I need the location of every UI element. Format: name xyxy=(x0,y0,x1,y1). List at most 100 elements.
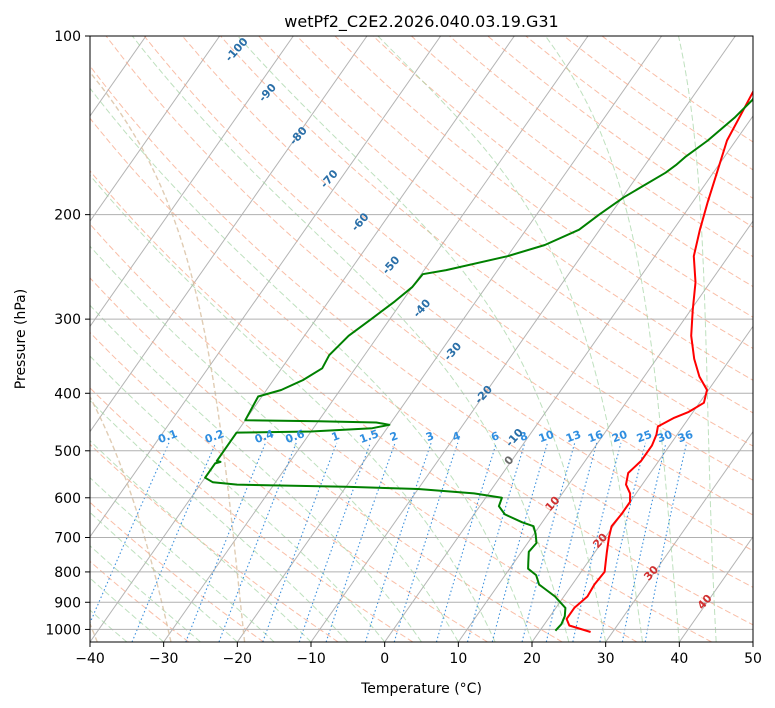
moist-adiabat-line xyxy=(90,511,238,642)
auxiliary-curve-line xyxy=(90,71,246,642)
isotherm-label: -80 xyxy=(287,124,310,148)
dry-adiabat-line xyxy=(486,36,753,228)
mixing-ratio-label: 25 xyxy=(635,428,654,445)
isotherm-line xyxy=(90,36,442,538)
mixing-ratio-label: 30 xyxy=(655,428,674,446)
mixing-ratio-line xyxy=(435,442,497,642)
moist-adiabat-line xyxy=(90,577,165,642)
moist-adiabat-line xyxy=(90,399,349,642)
y-axis-label: Pressure (hPa) xyxy=(13,289,29,389)
moist-adiabat-line xyxy=(90,245,459,642)
isotherm-line xyxy=(457,220,753,642)
moist-adiabat-line xyxy=(90,304,422,642)
y-tick-label: 600 xyxy=(54,491,81,507)
dry-adiabat-line xyxy=(410,36,753,288)
moist-adiabat-line xyxy=(237,36,607,642)
mixing-ratio-line xyxy=(466,442,526,642)
y-tick-label: 100 xyxy=(54,29,81,45)
x-tick-label: −10 xyxy=(296,651,326,667)
y-tick-label: 200 xyxy=(54,208,81,224)
mixing-ratio-line xyxy=(218,442,297,642)
mixing-ratio-label: 20 xyxy=(610,428,629,446)
mixing-ratio-line xyxy=(393,442,459,642)
chart-title: wetPf2_C2E2.2026.040.03.19.G31 xyxy=(284,12,558,32)
isotherm-line xyxy=(0,36,72,642)
mixing-ratio-line xyxy=(325,442,396,642)
y-tick-label: 300 xyxy=(54,312,81,328)
dry-adiabat-line xyxy=(334,36,753,350)
mixing-ratio-line xyxy=(599,442,647,642)
profile-lines xyxy=(204,89,753,633)
moist-adiabat-line xyxy=(678,36,717,642)
isotherm-label: 0 xyxy=(502,453,517,468)
mixing-ratio-label: 0.6 xyxy=(284,427,307,446)
isotherm-line xyxy=(531,325,753,642)
isotherm-line xyxy=(90,36,221,223)
y-tick-label: 500 xyxy=(54,444,81,460)
dry-adiabat-line xyxy=(90,387,414,642)
x-axis-label: Temperature (°C) xyxy=(360,681,482,697)
dry-adiabat-line xyxy=(372,36,753,318)
inline-labels: 0.1 0.2 0.4 0.6 1 1.5 2 3 4 6 8 10 13 16 20 25 30 36 -100 -… xyxy=(156,35,715,612)
dry-adiabat-line xyxy=(90,223,638,642)
mixing-ratio-label: 0.1 xyxy=(156,427,179,446)
isotherm-line xyxy=(752,641,753,642)
dry-adiabat-line xyxy=(525,36,753,199)
isotherm-line xyxy=(90,36,368,433)
moist-adiabat-line xyxy=(90,477,275,642)
dry-adiabat-line xyxy=(296,36,753,381)
mixing-ratio-label: 3 xyxy=(424,429,436,444)
mixing-ratio-line xyxy=(90,442,170,625)
isotherm-line xyxy=(90,36,515,642)
dry-adiabat-line xyxy=(143,36,753,516)
x-tick-label: 20 xyxy=(523,651,541,667)
isotherm-line xyxy=(605,430,753,642)
mixing-ratio-label: 4 xyxy=(451,429,463,444)
x-axis: −40 −30 −20 −10 0 10 20 30 40 50 xyxy=(75,642,762,667)
mixing-ratio-line xyxy=(521,442,576,642)
dry-adiabat-line xyxy=(448,36,753,258)
y-axis: 100 200 300 400 500 600 700 800 900 1000 xyxy=(45,29,90,638)
dry-adiabat-line xyxy=(90,277,563,642)
x-tick-label: −20 xyxy=(223,651,253,667)
mixing-ratio-line xyxy=(185,442,267,642)
mixing-ratio-line xyxy=(572,442,622,642)
mixing-ratio-line xyxy=(491,442,549,642)
dry-adiabat-line xyxy=(90,65,753,588)
mixing-ratio-line xyxy=(644,442,688,642)
y-tick-label: 400 xyxy=(54,386,81,402)
y-tick-label: 700 xyxy=(54,531,81,547)
dry-adiabat-line xyxy=(219,36,753,447)
dry-adiabat-line xyxy=(90,170,712,642)
mixing-ratio-label: 0.4 xyxy=(253,427,276,446)
dry-adiabat-line xyxy=(601,36,753,143)
mixing-ratio-line xyxy=(364,442,432,642)
pressure-grid xyxy=(90,36,753,630)
x-tick-label: 30 xyxy=(597,651,615,667)
temperature-profile-line xyxy=(565,89,753,633)
x-tick-label: 10 xyxy=(449,651,467,667)
isotherm-label: -70 xyxy=(318,167,341,191)
mixing-ratio-label: 16 xyxy=(586,428,605,446)
mixing-ratio-label: 8 xyxy=(518,429,530,444)
x-tick-label: −30 xyxy=(149,651,179,667)
plot-frame xyxy=(89,35,754,643)
mixing-ratio-label: 13 xyxy=(564,428,583,445)
mixing-ratio-label: 36 xyxy=(676,428,695,446)
x-tick-label: 40 xyxy=(670,651,688,667)
isotherm-line xyxy=(90,36,294,328)
dewpoint-profile-line xyxy=(204,96,753,632)
isotherm-line xyxy=(236,36,663,642)
isotherm-line xyxy=(384,115,753,642)
mixing-ratio-label: 2 xyxy=(388,429,400,444)
moist-adiabat-line xyxy=(90,174,496,642)
isotherm-line xyxy=(163,36,589,642)
mixing-ratio-label: 10 xyxy=(537,428,556,446)
mixing-ratio-line xyxy=(262,442,338,642)
dry-adiabat-line xyxy=(181,36,753,481)
background-lines xyxy=(0,36,753,642)
dry-adiabat-line xyxy=(90,117,753,626)
mixing-ratio-label: 0.2 xyxy=(203,427,226,446)
dry-adiabat-line xyxy=(258,36,753,414)
